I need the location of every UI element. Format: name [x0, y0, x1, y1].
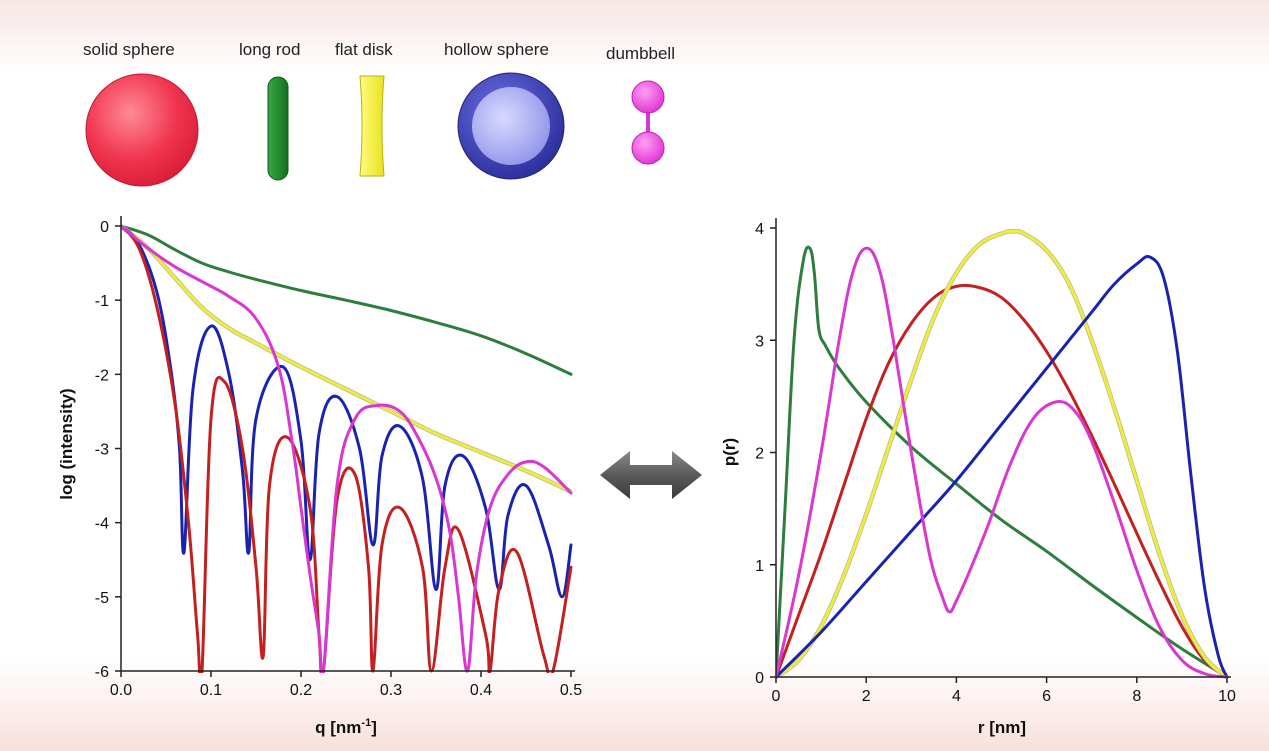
- right-x-tick-label: 6: [1042, 688, 1051, 705]
- right-x-tick-label: 4: [952, 688, 961, 705]
- right-series-line-2: [776, 229, 1229, 679]
- left-x-tick-label: 0.4: [470, 682, 492, 699]
- left-y-tick-label: -6: [95, 664, 109, 681]
- right-y-tick-label: 3: [755, 333, 764, 350]
- label-hollow-sphere: hollow sphere: [444, 40, 549, 59]
- right-series-line-4: [776, 246, 1229, 679]
- left-x-axis-title: q [nm-1]: [315, 717, 377, 737]
- left-x-tick-label: 0.0: [110, 682, 132, 699]
- right-x-tick-label: 2: [862, 688, 871, 705]
- left-chart-axes: 0.0 0.1 0.2 0.3 0.4 0.5 0 -1 -2 -3 -4 -5 -6: [95, 216, 582, 699]
- left-y-tick-label: 0: [100, 219, 109, 236]
- right-x-tick-label: 0: [772, 688, 781, 705]
- right-x-tick-label: 10: [1218, 688, 1236, 705]
- right-y-tick-label: 2: [755, 446, 764, 463]
- label-long-rod: long rod: [239, 40, 301, 59]
- left-series-line-0: [121, 224, 573, 376]
- right-y-axis-title: p(r): [720, 438, 739, 466]
- right-chart-series: [776, 228, 1229, 679]
- right-x-tick-label: 8: [1132, 688, 1141, 705]
- right-series-line-1: [776, 283, 1229, 679]
- left-x-tick-label: 0.3: [380, 682, 402, 699]
- left-x-tick-label: 0.2: [290, 682, 312, 699]
- left-y-tick-label: -2: [95, 367, 109, 384]
- left-series-line-4: [121, 224, 573, 673]
- left-x-tick-label: 0.5: [560, 682, 582, 699]
- left-y-axis-title: log (intensity): [57, 388, 76, 499]
- right-y-tick-label: 0: [755, 670, 764, 687]
- left-y-tick-label: -1: [95, 293, 109, 310]
- left-chart-series: [121, 224, 573, 673]
- left-y-tick-label: -3: [95, 442, 109, 459]
- left-series-line-2: [121, 224, 573, 599]
- left-series-line-1: [121, 224, 573, 493]
- label-solid-sphere: solid sphere: [83, 40, 175, 59]
- label-dumbbell: dumbbell: [606, 44, 675, 63]
- right-series-line-0: [776, 245, 1229, 679]
- right-y-tick-label: 4: [755, 221, 764, 238]
- right-y-tick-label: 1: [755, 558, 764, 575]
- left-x-tick-label: 0.1: [200, 682, 222, 699]
- label-flat-disk: flat disk: [335, 40, 393, 59]
- left-y-tick-label: -4: [95, 516, 109, 533]
- right-series-line-3: [776, 254, 1229, 679]
- left-y-tick-label: -5: [95, 590, 109, 607]
- right-x-axis-title: r [nm]: [978, 718, 1026, 737]
